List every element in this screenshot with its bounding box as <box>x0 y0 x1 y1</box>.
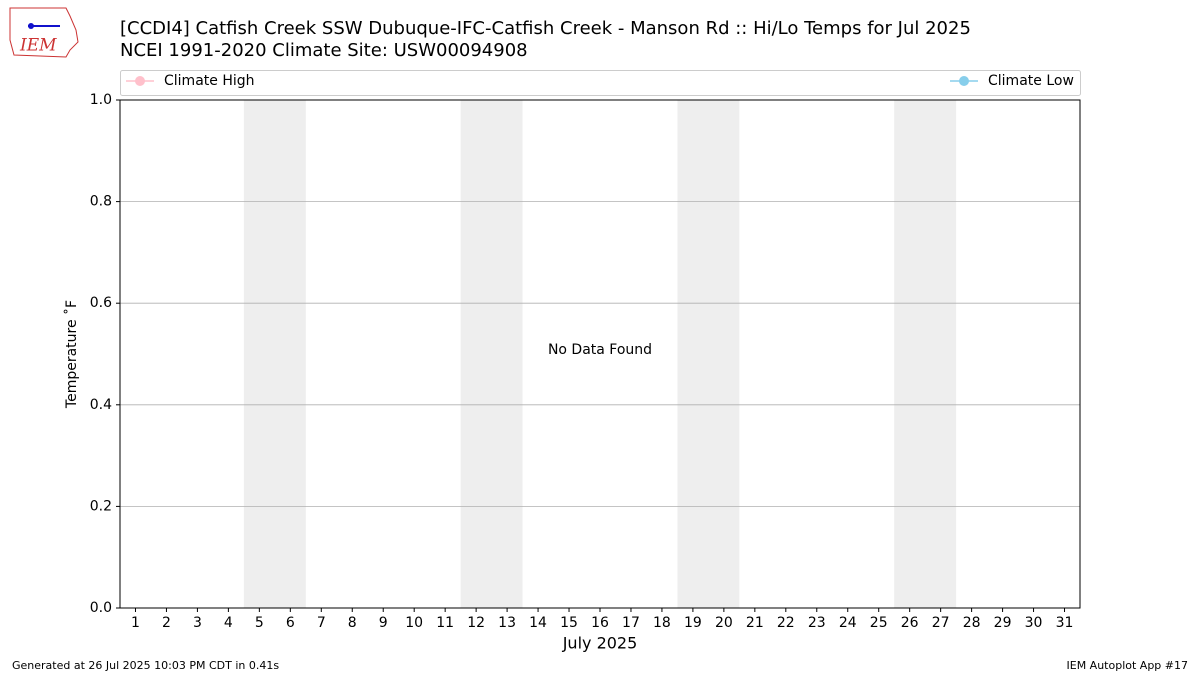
chart-title: [CCDI4] Catfish Creek SSW Dubuque-IFC-Ca… <box>120 18 971 39</box>
x-tick-label: 4 <box>224 615 233 631</box>
logo-text: IEM <box>19 36 57 56</box>
y-tick-label: 0.2 <box>90 498 112 514</box>
x-tick-label: 5 <box>255 615 264 631</box>
x-tick-label: 9 <box>379 615 388 631</box>
x-tick-label: 7 <box>317 615 326 631</box>
x-tick-label: 25 <box>870 615 888 631</box>
x-tick-label: 23 <box>808 615 826 631</box>
footer-right: IEM Autoplot App #17 <box>1067 659 1189 672</box>
x-tick-label: 8 <box>348 615 357 631</box>
legend-marker <box>135 76 145 86</box>
x-tick-label: 16 <box>591 615 609 631</box>
x-tick-label: 3 <box>193 615 202 631</box>
annotation: No Data Found <box>548 342 652 358</box>
y-tick-label: 0.8 <box>90 194 112 210</box>
x-axis-label: July 2025 <box>562 634 638 653</box>
y-tick-label: 0.6 <box>90 295 112 311</box>
x-tick-label: 29 <box>994 615 1012 631</box>
x-tick-label: 22 <box>777 615 795 631</box>
chart-subtitle: NCEI 1991-2020 Climate Site: USW00094908 <box>120 40 528 61</box>
legend-label: Climate Low <box>988 73 1074 89</box>
footer-left: Generated at 26 Jul 2025 10:03 PM CDT in… <box>12 659 279 672</box>
legend-label: Climate High <box>164 73 255 89</box>
x-tick-label: 27 <box>932 615 950 631</box>
x-tick-label: 19 <box>684 615 702 631</box>
x-tick-label: 2 <box>162 615 171 631</box>
x-tick-label: 30 <box>1025 615 1043 631</box>
x-tick-label: 1 <box>131 615 140 631</box>
y-tick-label: 0.0 <box>90 600 112 616</box>
weekend-shade <box>460 100 523 608</box>
x-tick-label: 11 <box>436 615 454 631</box>
weekend-shade <box>243 100 306 608</box>
legend-marker <box>959 76 969 86</box>
y-tick-label: 1.0 <box>90 92 112 108</box>
x-tick-label: 10 <box>405 615 423 631</box>
x-tick-label: 18 <box>653 615 671 631</box>
weekend-shade <box>894 100 957 608</box>
x-tick-label: 17 <box>622 615 640 631</box>
x-tick-label: 28 <box>963 615 981 631</box>
x-tick-label: 21 <box>746 615 764 631</box>
logo-outline <box>9 7 79 58</box>
y-tick-label: 0.4 <box>90 397 112 413</box>
x-tick-label: 14 <box>529 615 547 631</box>
x-tick-label: 26 <box>901 615 919 631</box>
plot-frame <box>119 99 1081 609</box>
legend-box <box>120 70 1081 96</box>
x-tick-label: 12 <box>467 615 485 631</box>
x-tick-label: 31 <box>1056 615 1074 631</box>
x-tick-label: 24 <box>839 615 857 631</box>
logo-icon <box>28 23 34 29</box>
x-tick-label: 15 <box>560 615 578 631</box>
y-axis-label: Temperature ˚F <box>63 300 80 409</box>
logo: IEM <box>9 7 79 58</box>
weekend-shade <box>677 100 740 608</box>
x-tick-label: 13 <box>498 615 516 631</box>
x-tick-label: 20 <box>715 615 733 631</box>
x-tick-label: 6 <box>286 615 295 631</box>
